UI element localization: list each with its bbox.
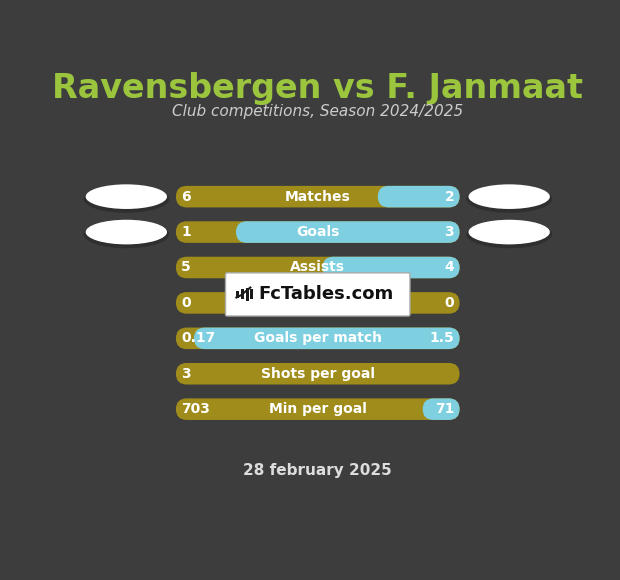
FancyBboxPatch shape	[176, 363, 459, 385]
Ellipse shape	[466, 220, 552, 248]
Ellipse shape	[469, 220, 550, 244]
Ellipse shape	[83, 220, 169, 248]
FancyBboxPatch shape	[176, 328, 459, 349]
Bar	[236, 291, 239, 298]
Text: 1: 1	[182, 225, 191, 239]
Text: 5: 5	[182, 260, 191, 274]
Ellipse shape	[469, 184, 550, 209]
Text: Goals: Goals	[296, 225, 339, 239]
Ellipse shape	[86, 220, 167, 244]
FancyBboxPatch shape	[176, 222, 459, 243]
Text: 3: 3	[445, 225, 454, 239]
Text: 4: 4	[445, 260, 454, 274]
Text: Min per goal: Min per goal	[269, 402, 366, 416]
Text: 2: 2	[445, 190, 454, 204]
Bar	[246, 288, 249, 302]
Text: Hattricks: Hattricks	[282, 296, 353, 310]
FancyBboxPatch shape	[322, 257, 459, 278]
FancyBboxPatch shape	[226, 273, 410, 316]
Text: 28 february 2025: 28 february 2025	[244, 462, 392, 477]
Ellipse shape	[466, 185, 552, 213]
Text: 6: 6	[182, 190, 191, 204]
FancyBboxPatch shape	[236, 222, 459, 243]
Text: 3: 3	[182, 367, 191, 380]
FancyBboxPatch shape	[176, 186, 459, 208]
Text: Club competitions, Season 2024/2025: Club competitions, Season 2024/2025	[172, 104, 463, 119]
FancyBboxPatch shape	[378, 186, 459, 208]
Text: Goals per match: Goals per match	[254, 331, 382, 345]
Text: FcTables.com: FcTables.com	[258, 285, 393, 303]
Text: 0: 0	[182, 296, 191, 310]
FancyBboxPatch shape	[176, 257, 459, 278]
Bar	[241, 289, 244, 299]
Text: 1.5: 1.5	[430, 331, 454, 345]
FancyBboxPatch shape	[423, 398, 459, 420]
Text: 71: 71	[435, 402, 454, 416]
Ellipse shape	[86, 184, 167, 209]
Text: Matches: Matches	[285, 190, 351, 204]
FancyBboxPatch shape	[176, 292, 459, 314]
FancyBboxPatch shape	[176, 398, 459, 420]
FancyBboxPatch shape	[194, 328, 459, 349]
Text: 703: 703	[182, 402, 210, 416]
Text: 0.17: 0.17	[182, 331, 216, 345]
Text: Assists: Assists	[290, 260, 345, 274]
Bar	[250, 289, 254, 299]
Text: Shots per goal: Shots per goal	[261, 367, 374, 380]
Ellipse shape	[83, 185, 169, 213]
Text: Ravensbergen vs F. Janmaat: Ravensbergen vs F. Janmaat	[52, 72, 583, 106]
Text: 0: 0	[445, 296, 454, 310]
